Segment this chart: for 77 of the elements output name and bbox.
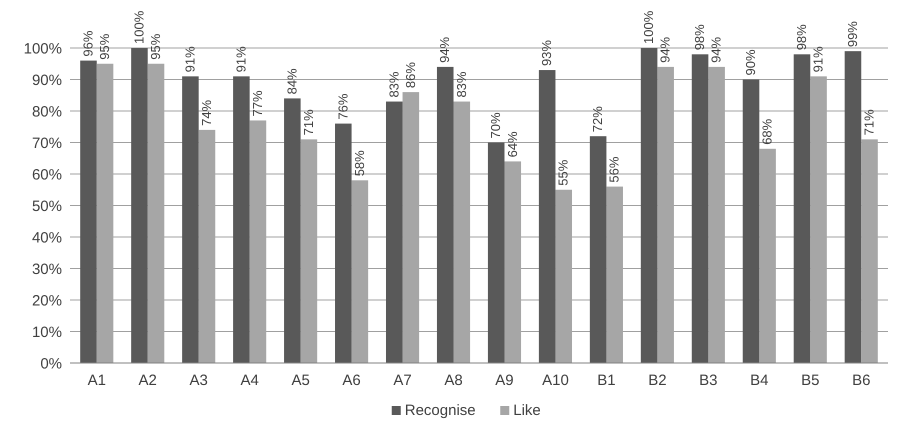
data-label: 94% (708, 36, 724, 63)
data-label: 86% (402, 62, 418, 88)
bar (590, 136, 606, 363)
x-tick-label: B4 (750, 372, 768, 389)
y-tick-label: 100% (24, 40, 62, 58)
x-tick-label: A6 (342, 372, 361, 389)
data-label: 94% (437, 36, 452, 63)
x-tick-label: A5 (291, 372, 310, 389)
bar (284, 98, 301, 363)
x-tick-label: A4 (240, 372, 259, 389)
bar (794, 54, 810, 363)
data-label: 96% (80, 30, 96, 57)
y-tick-label: 20% (32, 292, 62, 310)
y-tick-label: 10% (32, 324, 62, 341)
bar (182, 76, 199, 363)
data-label: 91% (182, 46, 198, 72)
data-label: 84% (284, 68, 300, 94)
data-label: 71% (300, 108, 316, 136)
y-tick-label: 0% (40, 355, 62, 372)
x-tick-label: B5 (801, 372, 820, 389)
data-label: 98% (692, 24, 708, 50)
y-tick-label: 30% (32, 260, 62, 278)
x-tick-label: A10 (542, 372, 569, 389)
data-label: 74% (198, 99, 214, 126)
data-label: 70% (488, 112, 504, 138)
bar (436, 66, 454, 363)
x-tick-label: A3 (190, 372, 208, 389)
x-tick-label: B2 (648, 372, 667, 389)
bar (233, 76, 250, 363)
bar (844, 51, 862, 363)
x-tick-label: A8 (444, 372, 463, 389)
y-tick-label: 50% (32, 198, 62, 215)
bar (131, 48, 148, 363)
y-tick-label: 60% (32, 166, 62, 184)
data-label: 83% (454, 71, 469, 98)
data-label: 95% (97, 33, 112, 60)
x-tick-label: B6 (852, 372, 870, 389)
bar (692, 54, 708, 363)
data-label: 95% (148, 33, 164, 60)
data-label: 76% (335, 93, 350, 120)
legend-label: Like (513, 402, 541, 419)
data-label: 100% (131, 10, 146, 44)
data-label: 91% (810, 46, 826, 72)
bar (335, 124, 352, 363)
data-label: 83% (386, 71, 402, 98)
data-label: 93% (539, 40, 554, 66)
bar (538, 70, 556, 363)
x-tick-label: B1 (597, 372, 616, 389)
data-label: 72% (590, 106, 606, 132)
bar (742, 80, 760, 363)
y-tick-label: 80% (32, 103, 62, 120)
x-tick-label: A7 (393, 372, 412, 389)
bar (386, 102, 403, 363)
data-label: 98% (794, 24, 809, 50)
data-label: 55% (556, 159, 571, 186)
y-tick-label: 40% (32, 229, 62, 246)
bar (640, 48, 658, 363)
data-label: 77% (250, 90, 265, 116)
data-label: 90% (743, 49, 758, 76)
data-label: 64% (504, 130, 520, 158)
bar (80, 60, 97, 363)
data-label: 56% (606, 156, 622, 183)
data-label: 99% (844, 20, 860, 48)
data-label: 100% (641, 10, 656, 44)
x-tick-label: A2 (138, 372, 157, 389)
data-label: 91% (233, 46, 248, 72)
x-tick-label: A1 (88, 372, 106, 389)
data-label: 94% (658, 36, 673, 63)
x-tick-label: B3 (699, 372, 718, 389)
y-tick-label: 70% (32, 134, 62, 152)
legend-label: Recognise (404, 402, 476, 419)
x-tick-label: A9 (495, 372, 514, 389)
data-label: 68% (760, 118, 775, 145)
data-label: 58% (352, 150, 367, 176)
bar (488, 142, 504, 363)
data-label: 71% (862, 108, 877, 136)
y-tick-label: 90% (32, 72, 62, 89)
